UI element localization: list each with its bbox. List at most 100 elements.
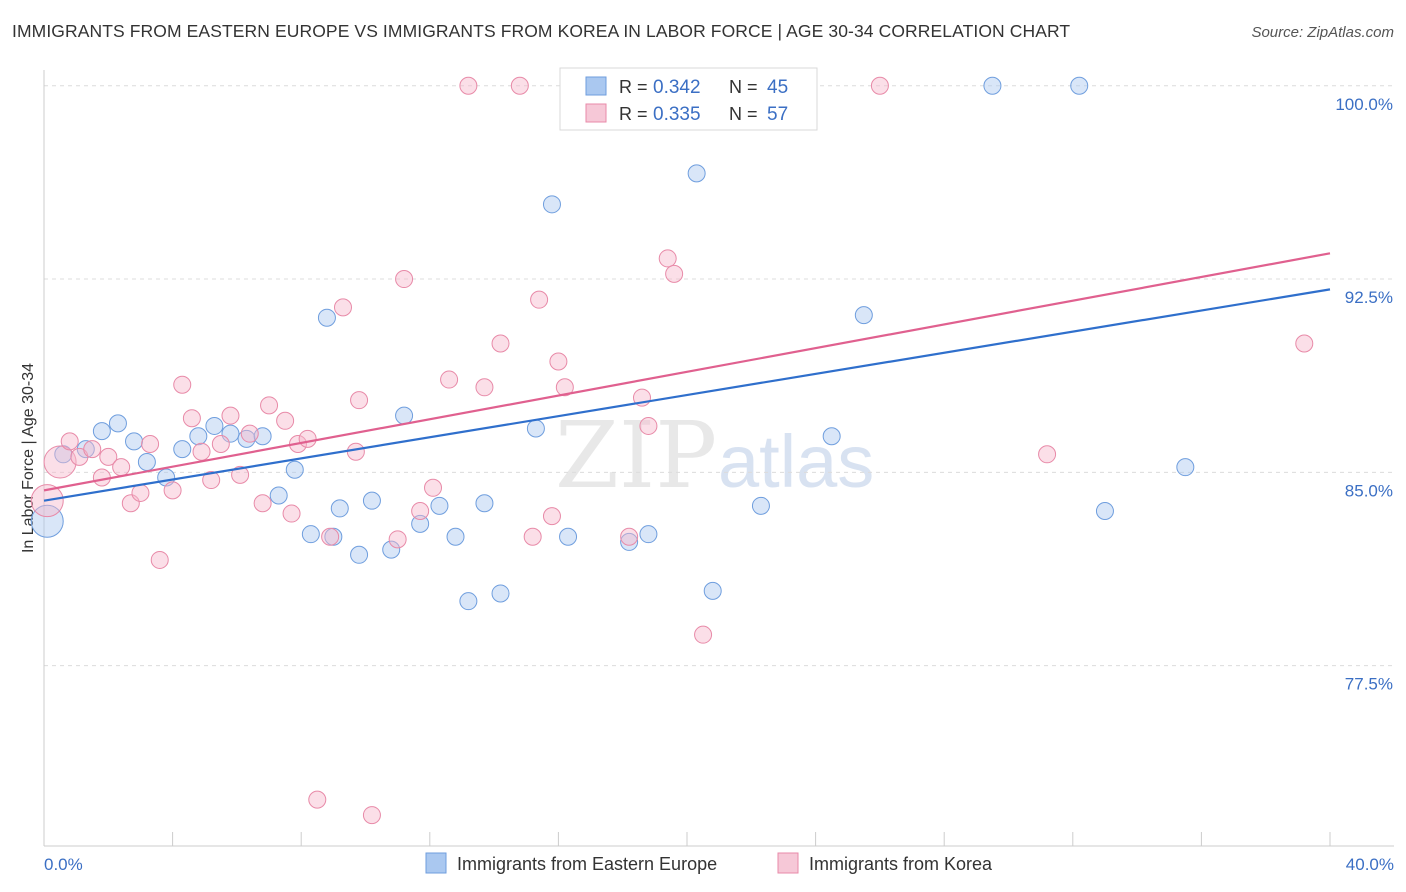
grid-lines: [44, 85, 1394, 667]
series-legend-label-pink: Immigrants from Korea: [809, 854, 993, 874]
series-legend-swatch-blue: [425, 852, 447, 874]
y-tick-labels: 77.5% 85.0% 92.5% 100.0%: [1335, 95, 1393, 694]
chart-title: IMMIGRANTS FROM EASTERN EUROPE VS IMMIGR…: [12, 21, 1071, 41]
y-tick-label: 100.0%: [1335, 95, 1393, 114]
korea-point: [491, 334, 510, 353]
korea-point: [276, 411, 295, 430]
x-tick-label-min: 0.0%: [44, 855, 83, 874]
trend-lines: [43, 252, 1331, 502]
korea-point: [1295, 334, 1314, 353]
legend-swatch-pink: [585, 103, 607, 123]
source-credit: Source: ZipAtlas.com: [1251, 24, 1394, 41]
eastern-europe-point: [205, 416, 224, 435]
korea-point: [141, 434, 160, 453]
x-tick-label-max: 40.0%: [1346, 855, 1394, 874]
series-legend: Immigrants from Eastern Europe Immigrant…: [425, 852, 993, 874]
korea-point: [639, 416, 658, 435]
eastern-europe-point: [983, 76, 1002, 95]
y-tick-label: 92.5%: [1345, 288, 1393, 307]
eastern-europe-point: [526, 419, 545, 438]
legend-n-label-2: N =: [729, 104, 758, 124]
eastern-europe-point: [189, 427, 208, 446]
eastern-europe-point: [76, 440, 95, 459]
eastern-europe-point: [395, 406, 414, 425]
eastern-europe-point: [1095, 501, 1114, 520]
eastern-europe-point: [491, 584, 510, 603]
eastern-europe-point: [751, 496, 770, 515]
korea-point: [253, 494, 272, 513]
eastern-europe-point: [330, 499, 349, 518]
korea-point: [240, 424, 259, 443]
eastern-europe-point: [639, 525, 658, 544]
korea-point: [530, 290, 549, 309]
korea-point: [395, 270, 414, 289]
x-ticks: [43, 832, 1331, 846]
korea-point: [43, 445, 77, 479]
legend-r-value-1: 0.342: [653, 77, 701, 98]
korea-point: [459, 76, 478, 95]
korea-point: [411, 501, 430, 520]
legend-n-label-1: N =: [729, 77, 758, 97]
eastern-europe-point: [687, 164, 706, 183]
eastern-europe-point: [108, 414, 127, 433]
eastern-europe-point: [542, 195, 561, 214]
eastern-europe-point: [350, 545, 369, 564]
series-eastern-europe-points: [30, 76, 1195, 611]
korea-point: [192, 442, 211, 461]
korea-point: [1038, 445, 1057, 464]
korea-point: [870, 76, 889, 95]
korea-point: [333, 298, 352, 317]
eastern-europe-point: [475, 494, 494, 513]
korea-point: [202, 471, 221, 490]
korea-point: [221, 406, 240, 425]
korea-point: [308, 790, 327, 809]
eastern-europe-point: [269, 486, 288, 505]
trend-line-korea: [43, 252, 1331, 492]
series-legend-label-blue: Immigrants from Eastern Europe: [457, 854, 717, 874]
eastern-europe-point: [173, 440, 192, 459]
korea-point: [346, 442, 365, 461]
korea-point: [131, 483, 150, 502]
korea-point: [440, 370, 459, 389]
korea-point: [282, 504, 301, 523]
series-legend-swatch-pink: [777, 852, 799, 874]
eastern-europe-point: [559, 527, 578, 546]
legend-n-value-1: 45: [767, 77, 788, 98]
korea-point: [475, 378, 494, 397]
eastern-europe-point: [137, 453, 156, 472]
korea-point: [60, 432, 79, 451]
korea-point: [665, 264, 684, 283]
korea-point: [555, 378, 574, 397]
watermark-atlas: atlas: [718, 420, 874, 503]
korea-point: [510, 76, 529, 95]
eastern-europe-point: [411, 514, 430, 533]
legend-r-label-2: R =: [619, 104, 648, 124]
eastern-europe-point: [1070, 76, 1089, 95]
eastern-europe-point: [1176, 458, 1195, 477]
legend-n-value-2: 57: [767, 104, 788, 125]
korea-point: [523, 527, 542, 546]
korea-point: [321, 527, 340, 546]
eastern-europe-point: [92, 422, 111, 441]
eastern-europe-point: [703, 581, 722, 600]
eastern-europe-point: [30, 504, 64, 538]
korea-point: [99, 447, 118, 466]
eastern-europe-point: [430, 496, 449, 515]
eastern-europe-point: [301, 525, 320, 544]
korea-point: [658, 249, 677, 268]
korea-point: [298, 429, 317, 448]
eastern-europe-point: [382, 540, 401, 559]
eastern-europe-point: [620, 532, 639, 551]
eastern-europe-point: [237, 429, 256, 448]
korea-point: [182, 409, 201, 428]
eastern-europe-point: [317, 308, 336, 327]
y-axis-title: In Labor Force | Age 30-34: [20, 363, 37, 553]
korea-point: [163, 481, 182, 500]
korea-point: [150, 550, 169, 569]
korea-point: [542, 507, 561, 526]
korea-point: [211, 434, 230, 453]
eastern-europe-point: [459, 592, 478, 611]
trend-line-eastern-europe: [43, 288, 1331, 502]
eastern-europe-point: [362, 491, 381, 510]
